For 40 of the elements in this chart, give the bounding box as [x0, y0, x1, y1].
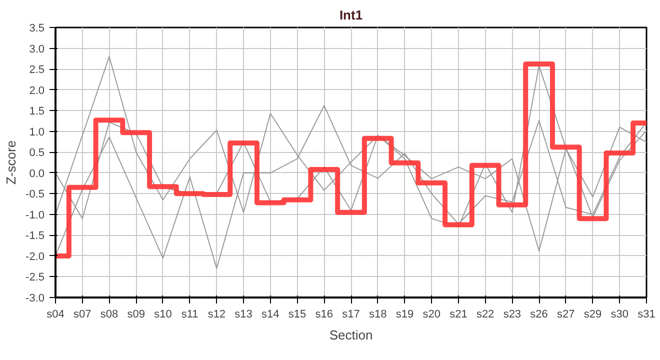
y-tick-label: -2.0 — [26, 250, 45, 263]
y-tick-label: 0.5 — [29, 147, 45, 160]
x-tick-label: s13 — [234, 308, 252, 320]
y-tick-label: 3.5 — [29, 22, 45, 34]
y-tick-label: -3.0 — [26, 292, 45, 304]
y-axis-title: Z-score — [4, 140, 19, 185]
y-tick-label: 3.0 — [29, 43, 45, 56]
chart-title: Int1 — [339, 8, 363, 22]
x-tick-label: s19 — [396, 308, 414, 320]
x-tick-label: s04 — [46, 308, 64, 320]
y-tick-label: 1.0 — [29, 126, 45, 138]
x-tick-label: s31 — [638, 308, 656, 320]
y-tick-label: -1.5 — [26, 230, 45, 242]
x-tick-label: s27 — [557, 308, 575, 320]
x-tick-label: s12 — [208, 308, 226, 320]
x-tick-label: s16 — [315, 308, 334, 320]
x-tick-label: s09 — [127, 308, 145, 320]
x-tick-label: s18 — [368, 308, 387, 320]
y-tick-label: -1.0 — [26, 209, 45, 222]
x-tick-label: s11 — [181, 308, 198, 320]
y-tick-label: 2.5 — [29, 64, 45, 76]
x-tick-label: s07 — [73, 308, 92, 320]
y-tick-label: 2.0 — [29, 84, 45, 97]
x-tick-label: s17 — [342, 308, 360, 320]
x-tick-label: s08 — [100, 308, 118, 320]
x-tick-label: s30 — [610, 308, 629, 320]
x-tick-label: s29 — [584, 308, 602, 320]
y-tick-label: -2.5 — [26, 272, 45, 284]
x-tick-label: s22 — [476, 308, 494, 320]
x-tick-label: s23 — [503, 308, 522, 320]
y-tick-label: 1.5 — [29, 106, 45, 118]
x-tick-label: s15 — [288, 308, 306, 320]
x-axis-title: Section — [329, 328, 373, 342]
y-tick-label: -0.5 — [26, 188, 45, 201]
x-tick-label: s14 — [262, 308, 280, 320]
x-tick-label: s20 — [422, 308, 440, 320]
y-tick-label: 0.0 — [29, 168, 45, 180]
x-tick-label: s10 — [154, 308, 172, 320]
x-tick-label: s26 — [530, 308, 548, 320]
x-tick-label: s21 — [450, 308, 468, 320]
